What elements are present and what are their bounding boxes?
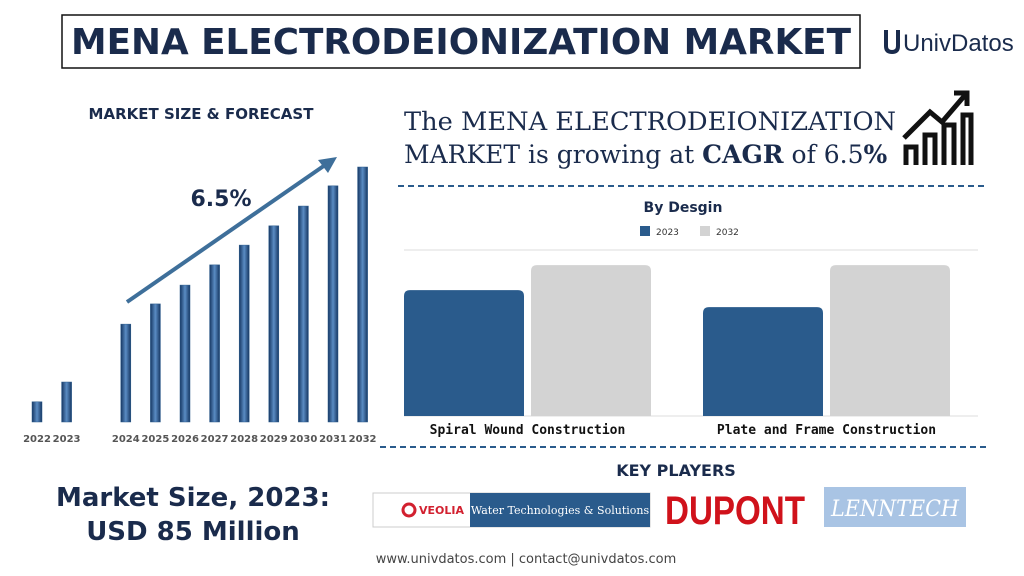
legend-swatch bbox=[700, 226, 710, 236]
page-title: MENA ELECTRODEIONIZATION MARKET bbox=[71, 22, 851, 63]
left-chart-title: MARKET SIZE & FORECAST bbox=[89, 105, 315, 123]
bar bbox=[238, 244, 250, 423]
veolia-name: VEOLIA bbox=[419, 504, 464, 517]
x-tick-label: 2024 bbox=[112, 434, 140, 445]
legend-swatch bbox=[640, 226, 650, 236]
key-players-title: KEY PLAYERS bbox=[616, 461, 736, 480]
veolia-logo: VEOLIA Water Technologies & Solutions bbox=[372, 492, 651, 528]
growth-icon bbox=[902, 90, 974, 165]
logo-text: UnivDatos bbox=[903, 30, 1014, 57]
logo: UnivDatos bbox=[884, 30, 1014, 57]
bar bbox=[120, 323, 132, 423]
bar bbox=[209, 264, 220, 423]
logo-icon bbox=[884, 30, 900, 54]
bar bbox=[830, 265, 950, 416]
headline-text: MARKET is growing at bbox=[404, 140, 702, 169]
headline-line: The MENA ELECTRODEIONIZATION bbox=[404, 107, 896, 136]
market-size: Market Size, 2023: bbox=[56, 483, 330, 513]
x-tick-label: 2025 bbox=[141, 434, 169, 445]
bar bbox=[268, 225, 280, 423]
x-tick-label: 2029 bbox=[260, 434, 288, 445]
bar bbox=[703, 307, 823, 416]
bar bbox=[404, 290, 524, 416]
dupont-logo: DUPONT bbox=[665, 489, 805, 533]
legend-label: 2023 bbox=[656, 228, 679, 238]
trend-arrow bbox=[125, 161, 330, 304]
headline-emphasis: CAGR bbox=[702, 140, 784, 169]
bar bbox=[298, 205, 309, 423]
bar bbox=[31, 401, 43, 423]
veolia-tagline: Water Technologies & Solutions bbox=[471, 504, 650, 517]
x-tick-label: 2023 bbox=[53, 434, 81, 445]
title-box bbox=[61, 14, 861, 69]
headline-text: of 6.5 bbox=[784, 140, 864, 169]
trend-arrowhead bbox=[318, 157, 337, 173]
headline-line: MARKET is growing at CAGR of 6.5% bbox=[404, 140, 888, 169]
x-tick-label: 2027 bbox=[201, 434, 229, 445]
x-tick-label: 2026 bbox=[171, 434, 199, 445]
bar bbox=[531, 265, 651, 416]
veolia-band bbox=[470, 493, 650, 527]
growth-arrow bbox=[902, 90, 970, 140]
x-tick-label: Spiral Wound Construction bbox=[430, 423, 626, 438]
x-tick-label: 2031 bbox=[319, 434, 347, 445]
bar bbox=[179, 284, 191, 423]
annotation: 6.5% bbox=[190, 187, 251, 212]
market-size: USD 85 Million bbox=[86, 517, 300, 547]
bar bbox=[357, 166, 368, 423]
right-chart-title: By Desgin bbox=[644, 200, 723, 216]
lenntech-box bbox=[824, 487, 966, 527]
bar bbox=[327, 185, 339, 423]
footer: www.univdatos.com | contact@univdatos.co… bbox=[376, 552, 677, 567]
growth-bars bbox=[903, 112, 974, 165]
bar bbox=[61, 381, 72, 423]
lenntech-logo: LENNTECH bbox=[830, 497, 960, 522]
headline-emphasis: % bbox=[864, 140, 888, 169]
x-tick-label: 2030 bbox=[289, 434, 317, 445]
x-tick-label: Plate and Frame Construction bbox=[717, 423, 936, 438]
x-tick-label: 2022 bbox=[23, 434, 51, 445]
x-tick-label: 2032 bbox=[349, 434, 377, 445]
veolia-mark bbox=[401, 502, 417, 518]
legend-label: 2032 bbox=[716, 228, 739, 238]
x-tick-label: 2028 bbox=[230, 434, 258, 445]
bar bbox=[150, 303, 161, 423]
